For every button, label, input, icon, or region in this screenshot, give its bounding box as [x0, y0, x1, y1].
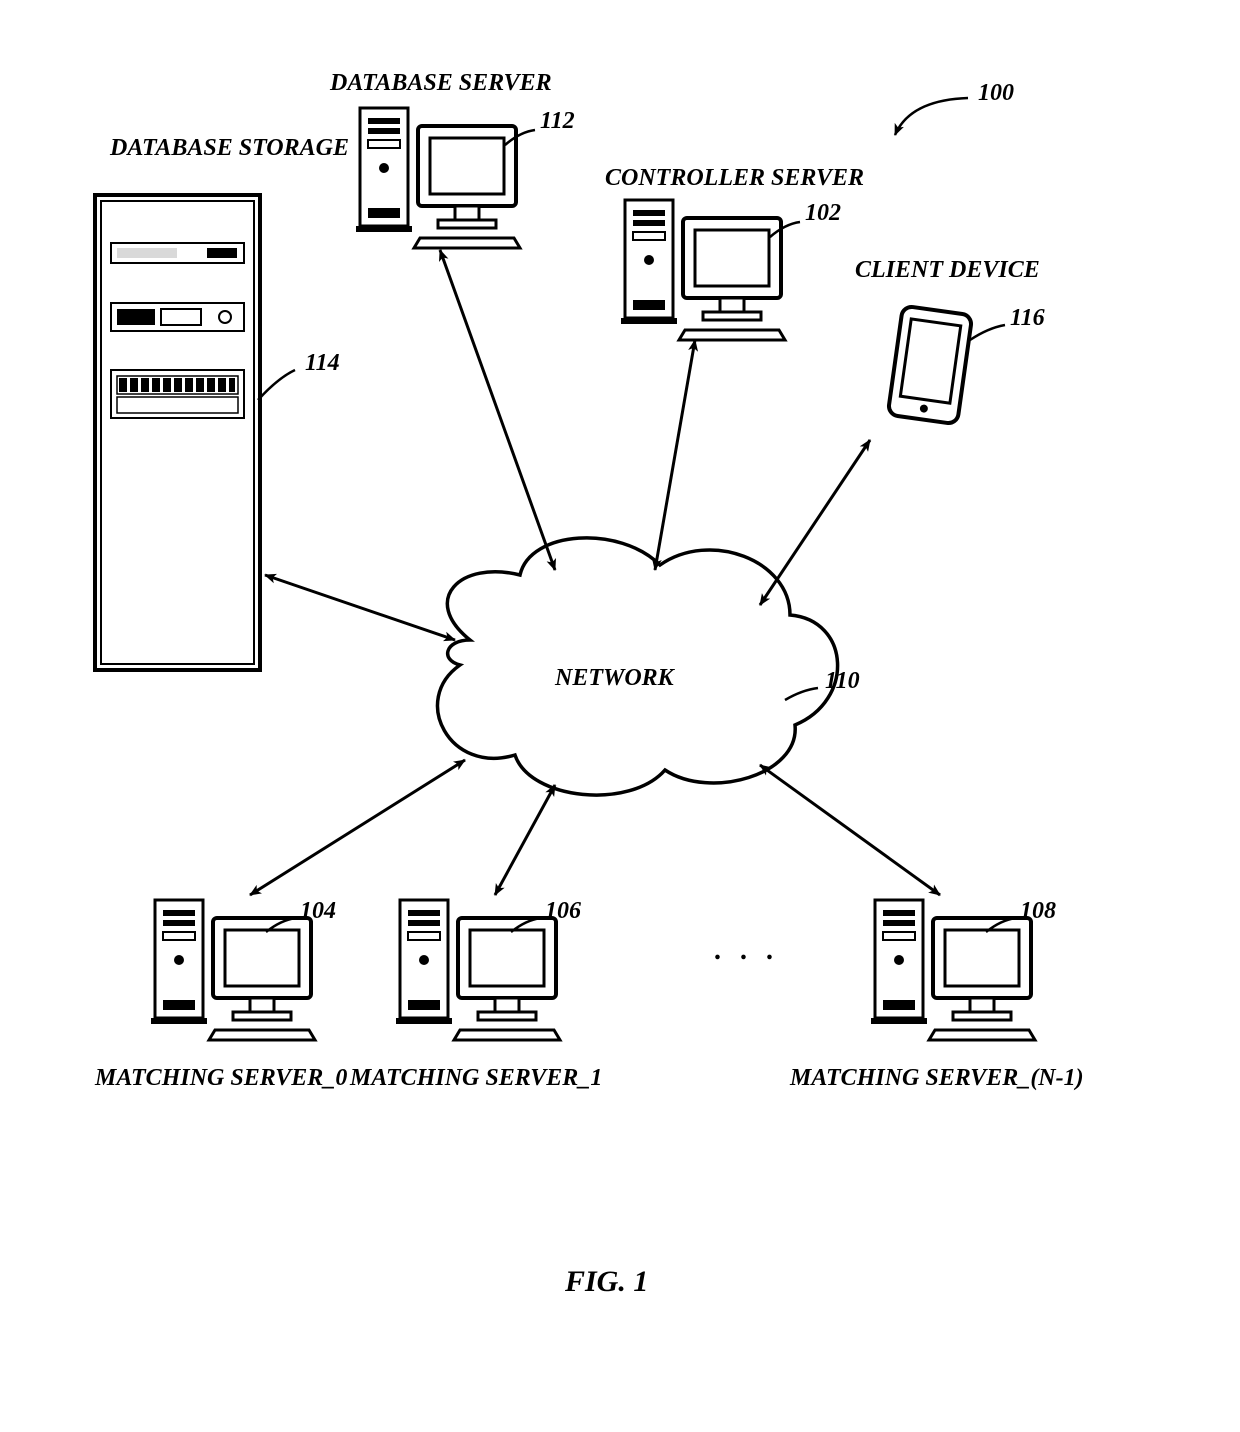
- ref-108: 108: [1020, 898, 1056, 925]
- ref-104: 104: [300, 898, 336, 925]
- ref-100: 100: [978, 80, 1014, 107]
- ms0-label: MATCHING SERVER_0: [95, 1065, 347, 1092]
- figure-caption: FIG. 1: [565, 1265, 648, 1299]
- db-storage-icon: [95, 195, 260, 670]
- controller-server-icon: [621, 200, 785, 340]
- client-device-icon: [888, 306, 973, 425]
- ms1-label: MATCHING SERVER_1: [350, 1065, 602, 1092]
- ref-110: 110: [825, 668, 860, 695]
- matching-server-1-icon: [396, 900, 560, 1040]
- diagram-canvas: [0, 0, 1240, 1432]
- ref-116: 116: [1010, 305, 1045, 332]
- db-storage-label: DATABASE STORAGE: [110, 135, 349, 162]
- network-label: NETWORK: [555, 665, 674, 692]
- ellipsis: . . .: [715, 935, 780, 967]
- ref-114: 114: [305, 350, 340, 377]
- matching-server-n-icon: [871, 900, 1035, 1040]
- msn-label: MATCHING SERVER_(N-1): [790, 1065, 1084, 1092]
- ref-112: 112: [540, 108, 575, 135]
- db-server-icon: [356, 108, 520, 248]
- controller-label: CONTROLLER SERVER: [605, 165, 864, 192]
- ref-102: 102: [805, 200, 841, 227]
- matching-server-0-icon: [151, 900, 315, 1040]
- db-server-label: DATABASE SERVER: [330, 70, 552, 97]
- ref-106: 106: [545, 898, 581, 925]
- client-label: CLIENT DEVICE: [855, 257, 1040, 284]
